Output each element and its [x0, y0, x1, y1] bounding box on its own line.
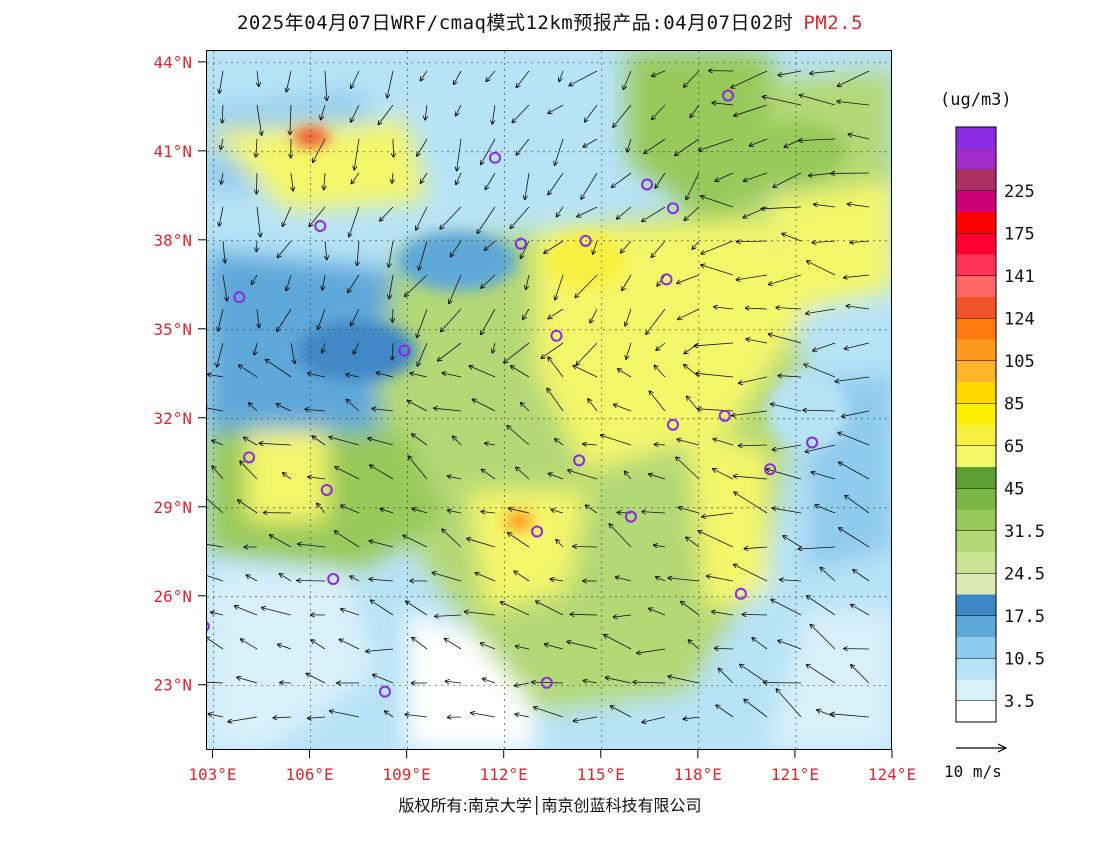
- lon-tick-label: 106°E: [285, 765, 333, 784]
- city-marker: [550, 329, 563, 342]
- city-marker: [514, 237, 527, 250]
- city-marker: [378, 685, 391, 698]
- city-marker: [806, 436, 819, 449]
- colorbar-swatch: [956, 297, 996, 319]
- city-marker: [718, 409, 731, 422]
- lon-tick-label: 121°E: [771, 765, 819, 784]
- city-marker: [764, 463, 777, 476]
- lat-tick-label: 29°N: [153, 498, 192, 517]
- colorbar-swatch: [956, 445, 996, 468]
- lon-tick-label: 124°E: [868, 765, 916, 784]
- colorbar-label: 225: [1004, 182, 1035, 202]
- colorbar-swatch: [956, 658, 996, 680]
- colorbar-swatch: [956, 700, 996, 723]
- wind-reference-label: 10 m/s: [944, 762, 1002, 781]
- lon-tick-label: 112°E: [480, 765, 528, 784]
- lat-tick-label: 35°N: [153, 320, 192, 339]
- city-marker: [540, 676, 553, 689]
- city-marker: [573, 454, 586, 467]
- lon-tick-label: 103°E: [188, 765, 236, 784]
- city-markers: [207, 89, 819, 698]
- city-marker: [666, 418, 679, 431]
- colorbar-swatch: [956, 403, 996, 425]
- copyright-footer: 版权所有:南京大学│南京创蓝科技有限公司: [398, 796, 702, 815]
- colorbar-label: 124: [1004, 309, 1035, 329]
- colorbar-swatch: [956, 360, 996, 383]
- colorbar-swatch: [956, 594, 996, 617]
- longitude-ticks: 103°E 106°E 109°E 112°E 115°E 118°E 121°E 124°E: [188, 750, 916, 784]
- colorbar-swatch: [956, 339, 996, 362]
- colorbar-swatch: [956, 382, 996, 404]
- colorbar-swatch: [956, 254, 996, 277]
- city-marker: [207, 621, 210, 632]
- lat-tick-label: 23°N: [153, 676, 192, 695]
- colorbar-label: 105: [1004, 352, 1035, 372]
- city-marker: [327, 572, 340, 585]
- colorbar-label: 141: [1004, 267, 1035, 287]
- city-marker: [531, 525, 544, 538]
- colorbar-swatch: [956, 148, 996, 170]
- title-text: 2025年04月07日WRF/cmaq模式12km预报产品:04月07日02时: [236, 12, 794, 34]
- colorbar-swatch: [956, 530, 996, 553]
- colorbar-swatch: [956, 169, 996, 192]
- map-title: 2025年04月07日WRF/cmaq模式12km预报产品:04月07日02时 P…: [0, 8, 1100, 35]
- city-marker: [641, 178, 654, 191]
- city-marker: [666, 202, 679, 215]
- colorbar-swatch: [956, 212, 996, 234]
- city-marker: [734, 587, 747, 600]
- lat-tick-label: 26°N: [153, 587, 192, 606]
- colorbar-swatch: [956, 509, 996, 532]
- colorbar-label: 65: [1004, 437, 1024, 457]
- lon-tick-label: 118°E: [674, 765, 722, 784]
- colorbar-swatch: [956, 552, 996, 574]
- colorbar-swatch: [956, 233, 996, 255]
- lon-tick-label: 109°E: [383, 765, 431, 784]
- colorbar-swatch: [956, 275, 996, 298]
- colorbar-units: (ug/m3): [940, 90, 1012, 110]
- lon-tick-label: 115°E: [577, 765, 625, 784]
- lat-tick-label: 44°N: [153, 53, 192, 72]
- colorbar-label: 175: [1004, 224, 1035, 244]
- colorbar-swatch: [956, 573, 996, 595]
- city-marker: [660, 273, 673, 286]
- latitude-ticks: 44°N 41°N 38°N 35°N 32°N 29°N 26°N 23°N: [153, 53, 206, 695]
- colorbar-swatch: [956, 679, 996, 702]
- colorbar-label: 10.5: [1004, 649, 1045, 669]
- colorbar-label: 31.5: [1004, 522, 1045, 542]
- colorbar-swatch: [956, 127, 996, 149]
- pollutant-label: PM2.5: [803, 12, 864, 34]
- colorbar-swatch: [956, 467, 996, 489]
- pm25-field-map: [207, 51, 891, 749]
- lat-tick-label: 41°N: [153, 142, 192, 161]
- city-marker: [488, 151, 501, 164]
- colorbar-swatch: [956, 424, 996, 447]
- city-marker: [243, 451, 256, 464]
- city-marker: [314, 220, 327, 232]
- city-marker: [624, 510, 637, 523]
- colorbar-swatch: [956, 637, 996, 659]
- city-marker: [721, 89, 734, 102]
- colorbar-swatch: [956, 615, 996, 638]
- colorbar: 3.5 10.5 17.5 24.5 31.5 45 65 85 105 124 141 175 225: [955, 126, 1045, 723]
- colorbar-swatch: [956, 488, 996, 510]
- colorbar-label: 45: [1004, 479, 1024, 499]
- colorbar-label: 85: [1004, 394, 1024, 414]
- wind-reference-arrow: [956, 743, 1008, 753]
- colorbar-label: 3.5: [1004, 692, 1035, 712]
- city-marker: [233, 291, 246, 304]
- city-marker: [398, 344, 411, 357]
- colorbar-swatch: [956, 190, 996, 213]
- colorbar-label: 24.5: [1004, 564, 1045, 584]
- city-marker: [579, 234, 592, 247]
- colorbar-swatch: [956, 318, 996, 340]
- lat-tick-label: 32°N: [153, 409, 192, 428]
- city-marker: [320, 483, 333, 496]
- colorbar-label: 17.5: [1004, 607, 1045, 627]
- lat-tick-label: 38°N: [153, 231, 192, 250]
- map-plot-area[interactable]: [206, 50, 892, 750]
- wind-vectors: [207, 71, 870, 723]
